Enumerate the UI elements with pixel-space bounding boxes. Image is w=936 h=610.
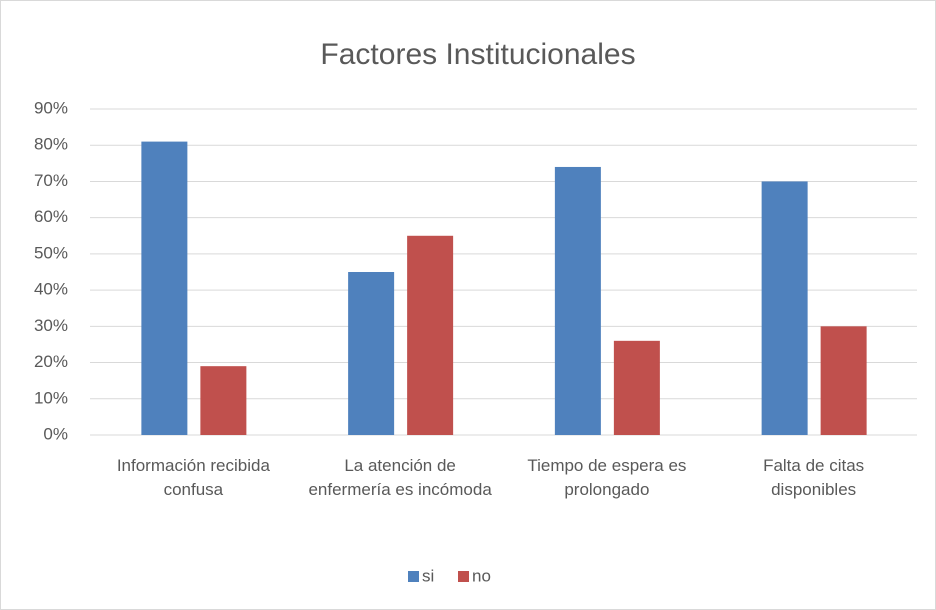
y-tick-label: 20% bbox=[34, 352, 68, 371]
y-tick-label: 50% bbox=[34, 243, 68, 262]
y-tick-label: 60% bbox=[34, 207, 68, 226]
bar bbox=[200, 366, 247, 435]
legend-label: si bbox=[422, 566, 434, 585]
bar bbox=[141, 141, 188, 435]
bar bbox=[407, 235, 454, 435]
x-tick-label: Falta de citas disponibles bbox=[763, 456, 865, 499]
bar bbox=[820, 326, 867, 435]
bar bbox=[554, 166, 601, 435]
legend-label: no bbox=[472, 566, 491, 585]
x-tick-label: La atención de enfermería es incómoda bbox=[308, 456, 492, 499]
x-tick-label: Información recibida confusa bbox=[116, 456, 270, 499]
y-tick-label: 90% bbox=[34, 98, 68, 117]
legend-swatch bbox=[408, 571, 419, 582]
x-tick-label: Tiempo de espera es prolongado bbox=[527, 456, 687, 499]
y-tick-label: 70% bbox=[34, 171, 68, 190]
bar bbox=[761, 181, 808, 435]
y-tick-label: 40% bbox=[34, 280, 68, 299]
y-tick-label: 0% bbox=[43, 424, 68, 443]
bar bbox=[348, 272, 395, 435]
y-tick-label: 80% bbox=[34, 135, 68, 154]
y-tick-label: 30% bbox=[34, 316, 68, 335]
bar bbox=[613, 340, 660, 435]
legend-swatch bbox=[458, 571, 469, 582]
chart-title: Factores Institucionales bbox=[320, 38, 635, 71]
y-tick-label: 10% bbox=[34, 388, 68, 407]
